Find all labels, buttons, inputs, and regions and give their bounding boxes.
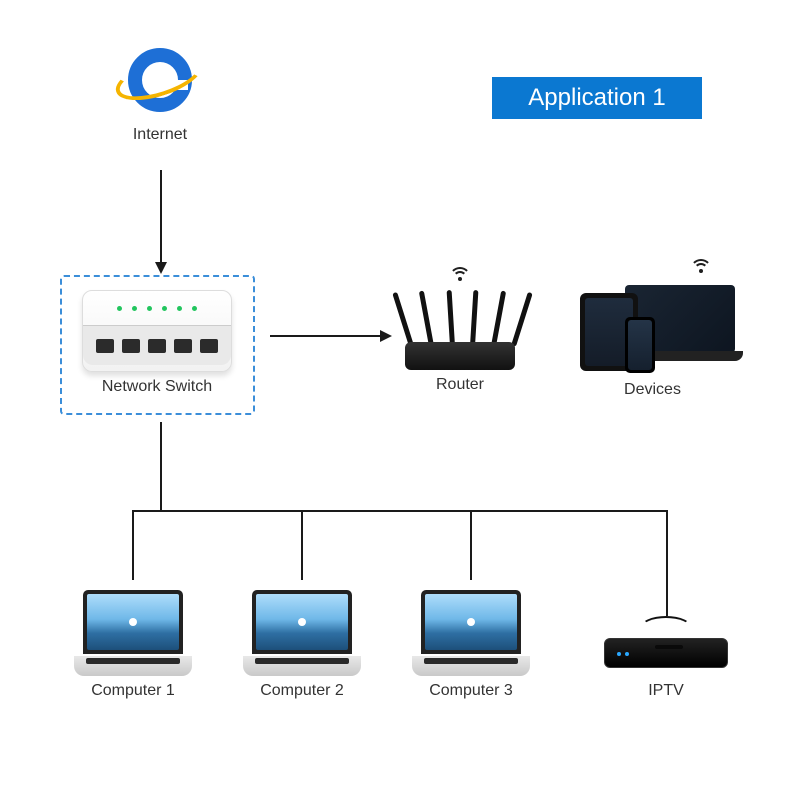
laptop-icon: [412, 590, 530, 676]
computer-1-node: Computer 1: [74, 590, 192, 700]
iptv-node: IPTV: [596, 626, 736, 700]
devices-node: Devices: [570, 275, 735, 399]
computer-2-node: Computer 2: [243, 590, 361, 700]
internet-node: Internet: [120, 40, 200, 144]
laptop-icon: [243, 590, 361, 676]
application-badge-text: Application 1: [528, 84, 665, 112]
laptop-icon: [74, 590, 192, 676]
computer-1-label: Computer 1: [91, 682, 175, 700]
devices-icon: [570, 275, 735, 375]
network-switch-label: Network Switch: [102, 378, 212, 396]
internet-label: Internet: [133, 126, 187, 144]
router-label: Router: [436, 376, 484, 394]
router-node: Router: [395, 285, 525, 394]
network-switch-node: Network Switch: [82, 290, 232, 396]
iptv-icon: [596, 626, 736, 676]
network-switch-icon: [82, 290, 232, 372]
iptv-label: IPTV: [648, 682, 684, 700]
computer-2-label: Computer 2: [260, 682, 344, 700]
devices-label: Devices: [624, 381, 681, 399]
router-icon: [395, 285, 525, 370]
application-badge: Application 1: [492, 77, 702, 119]
computer-3-label: Computer 3: [429, 682, 513, 700]
computer-3-node: Computer 3: [412, 590, 530, 700]
internet-explorer-icon: [120, 40, 200, 120]
